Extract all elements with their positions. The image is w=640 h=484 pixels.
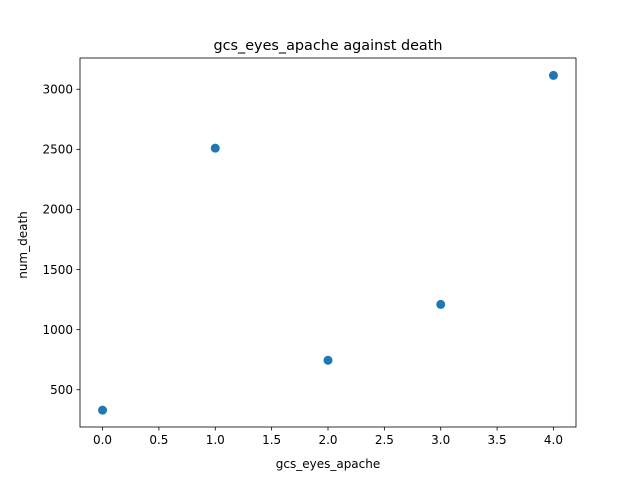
x-tick-label: 2.5 xyxy=(375,433,394,447)
y-tick-label: 2000 xyxy=(42,203,73,217)
data-point xyxy=(436,299,446,309)
x-tick-label: 0.0 xyxy=(93,433,112,447)
y-tick-label: 1000 xyxy=(42,323,73,337)
axes-frame xyxy=(79,57,577,428)
y-axis-ticks: 500 1000 1500 2000 2500 3000 xyxy=(42,83,80,397)
y-tick-label: 2500 xyxy=(42,143,73,157)
data-point xyxy=(210,143,220,153)
data-points xyxy=(98,70,558,415)
plot-area xyxy=(79,57,577,428)
x-tick-label: 3.5 xyxy=(488,433,507,447)
y-axis-label: num_death xyxy=(16,211,30,279)
y-tick-label: 1500 xyxy=(42,263,73,277)
data-point xyxy=(323,355,333,365)
chart-title: gcs_eyes_apache against death xyxy=(213,38,442,54)
x-tick-label: 4.0 xyxy=(544,433,563,447)
y-tick-label: 3000 xyxy=(42,83,73,97)
x-axis-label: gcs_eyes_apache xyxy=(276,457,381,471)
x-tick-label: 3.0 xyxy=(431,433,450,447)
data-point xyxy=(98,405,108,415)
x-tick-label: 2.0 xyxy=(318,433,337,447)
x-tick-label: 1.5 xyxy=(262,433,281,447)
data-point xyxy=(548,70,558,80)
x-tick-label: 1.0 xyxy=(206,433,225,447)
x-axis-ticks: 0.0 0.5 1.0 1.5 2.0 2.5 3.0 3.5 4.0 xyxy=(93,427,563,447)
y-tick-label: 500 xyxy=(50,383,73,397)
x-tick-label: 0.5 xyxy=(149,433,168,447)
